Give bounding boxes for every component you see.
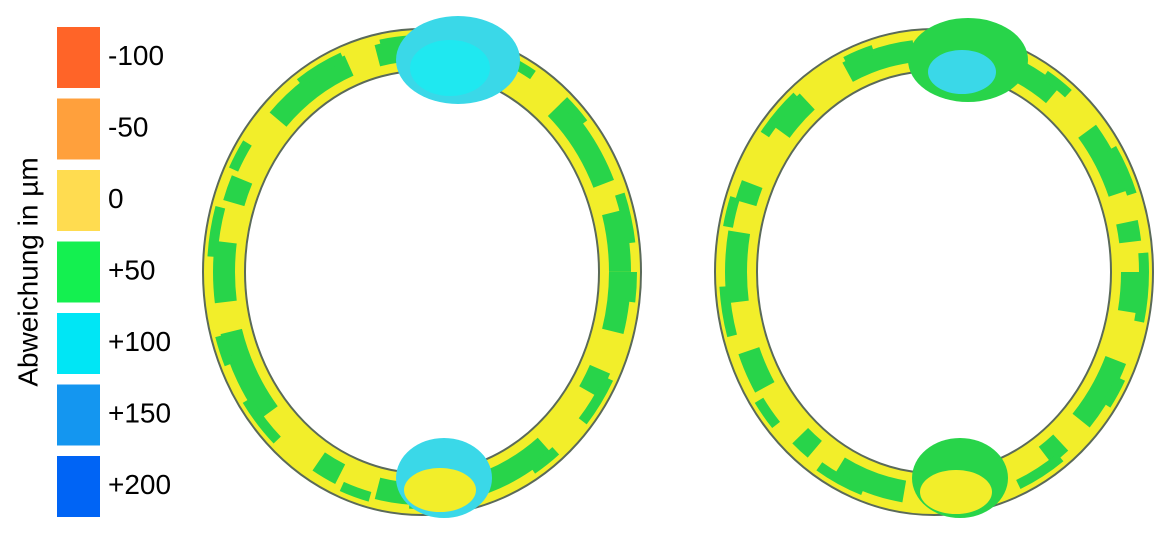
legend-swatch: [57, 385, 100, 446]
figure: Abweichung in µm -100 -50 0 +50 +100 +150 +200: [0, 0, 1154, 533]
legend-label: -50: [108, 111, 148, 142]
legend: -100 -50 0 +50 +100 +150 +200: [57, 27, 171, 517]
legend-label: +150: [108, 397, 171, 428]
legend-swatch: [57, 27, 100, 88]
legend-label: 0: [108, 183, 124, 214]
scan-left: [212, 16, 632, 518]
legend-label: +50: [108, 254, 156, 285]
legend-swatch: [57, 242, 100, 303]
legend-label: +100: [108, 326, 171, 357]
legend-swatch: [57, 313, 100, 374]
legend-swatch: [57, 170, 100, 231]
scan-right: [724, 18, 1144, 518]
legend-label: +200: [108, 469, 171, 500]
legend-swatch: [57, 99, 100, 160]
legend-swatch: [57, 456, 100, 517]
legend-label: -100: [108, 40, 164, 71]
legend-title: Abweichung in µm: [12, 157, 43, 386]
